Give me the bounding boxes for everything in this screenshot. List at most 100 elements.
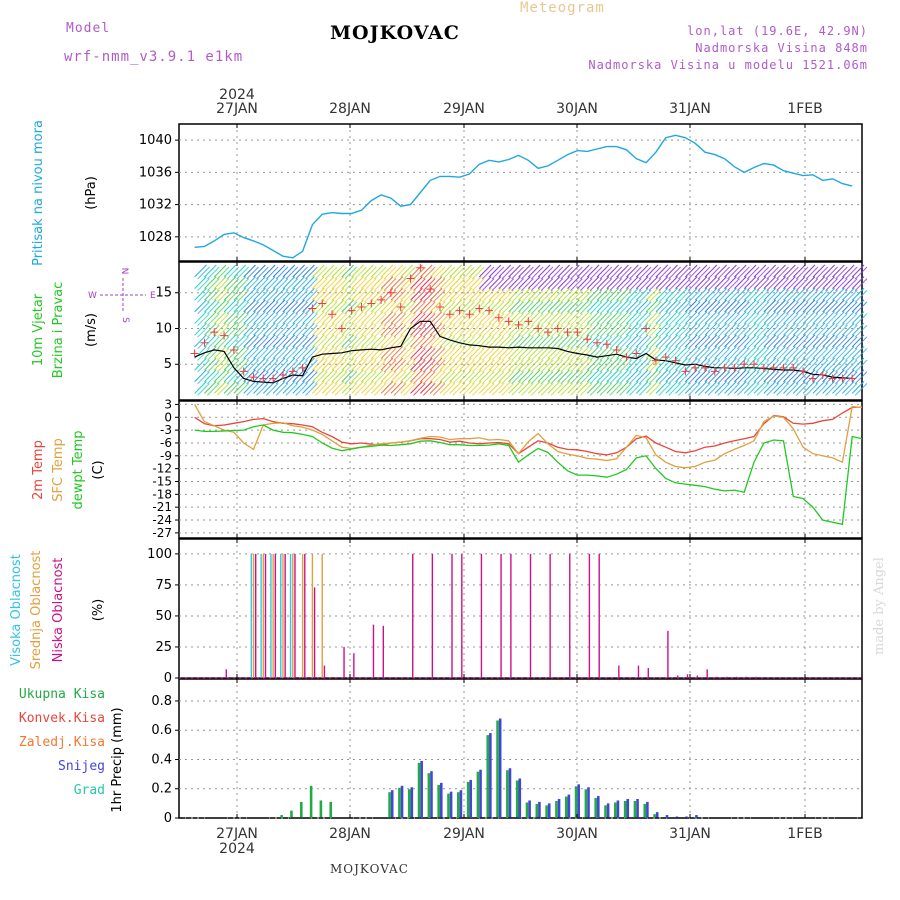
wind-barb [802, 334, 816, 348]
wind-barb [432, 371, 446, 385]
wind-barb [302, 369, 315, 383]
wind-gust-marker [789, 363, 798, 372]
wind-barb [812, 357, 826, 371]
wind-barb [658, 383, 672, 396]
wind-barb [756, 289, 770, 303]
wind-barb [570, 278, 583, 291]
wind-barb [488, 369, 502, 383]
wind-barb [197, 371, 210, 385]
wind-barb [292, 311, 305, 324]
wind-barb [580, 266, 593, 280]
wind-barb [400, 369, 413, 383]
wind-barb [756, 383, 770, 396]
wind-barb [550, 348, 564, 361]
wind-barb [315, 359, 328, 373]
wind-barb [697, 301, 711, 315]
wind-barb [596, 276, 610, 289]
wind-barb [550, 313, 564, 326]
y-tick-label: -15 [152, 474, 172, 488]
wind-barb [422, 359, 436, 373]
wind-barb [518, 334, 531, 348]
wind-barb [295, 313, 308, 326]
wind-barb [577, 264, 590, 278]
wind-barb [557, 381, 570, 394]
wind-barb [792, 322, 806, 336]
wind-barb [596, 264, 610, 278]
wind-barb [361, 346, 374, 359]
wind-gust-marker [681, 367, 690, 376]
wind-barb [854, 348, 868, 361]
wind-barb [321, 299, 335, 313]
wind-barb [845, 348, 858, 361]
precip-rain-bar [653, 814, 656, 818]
wind-barb [393, 348, 407, 361]
wind-barb [717, 336, 730, 350]
wind-barb [400, 346, 413, 359]
wind-barb [835, 336, 848, 350]
wind-barb [204, 322, 217, 336]
wind-barb [550, 278, 564, 291]
precip-rain-bar [299, 801, 303, 818]
wind-barb [334, 336, 348, 350]
wind-barb [832, 381, 845, 394]
wind-barb [665, 381, 678, 394]
wind-barb [432, 383, 446, 396]
wind-barb [786, 266, 799, 280]
wind-barb [599, 289, 613, 303]
wind-barb [550, 301, 564, 315]
wind-barb [478, 276, 492, 289]
wind-barb [419, 264, 433, 278]
wind-barb [216, 324, 230, 338]
wind-barb [734, 264, 747, 278]
wind-barb [302, 322, 315, 336]
wind-barb [439, 299, 453, 313]
wind-barb [256, 336, 269, 350]
ylabel-temp-unit: (C) [91, 460, 106, 479]
wind-barb [704, 381, 718, 394]
wind-barb [488, 287, 502, 301]
precip-rain-bar [574, 786, 578, 818]
wind-barb [842, 357, 855, 371]
wind-barb [302, 264, 315, 278]
wind-barb [442, 336, 456, 350]
wind-barb [429, 322, 443, 336]
x-bottom-tick-label: 29JAN [443, 826, 485, 842]
wind-barb [197, 301, 210, 315]
wind-barb [364, 278, 377, 291]
y-tick-label: 1040 [139, 133, 172, 148]
precip-rain-bar [457, 792, 460, 818]
wind-barb [842, 287, 855, 301]
wind-barb [256, 301, 269, 315]
wind-barb [540, 324, 554, 338]
wind-barb [645, 334, 659, 348]
wind-barb [638, 266, 652, 280]
wind-barb [295, 383, 308, 396]
wind-barb [351, 381, 364, 394]
wind-barb [285, 336, 299, 350]
wind-barb [403, 336, 416, 350]
wind-barb [717, 278, 730, 291]
wind-barb [704, 334, 718, 348]
wind-barb [508, 334, 521, 348]
wind-barb [334, 289, 348, 303]
wind-barb [265, 278, 279, 291]
wind-barb [635, 346, 649, 359]
wind-barb [518, 287, 531, 301]
wind-barb [213, 287, 227, 301]
wind-gust-marker [504, 317, 513, 326]
wind-barb [253, 346, 266, 359]
wind-barb [243, 287, 256, 301]
wind-barb [694, 287, 708, 301]
wind-barb [452, 301, 465, 315]
wind-barb [675, 287, 688, 301]
sfc-temp-line [194, 404, 863, 469]
y-tick-label: 0 [164, 671, 172, 686]
wind-barb [638, 324, 652, 338]
wind-barb [753, 381, 767, 394]
wind-barb [351, 346, 364, 359]
wind-barb [655, 287, 669, 301]
wind-barb [589, 301, 603, 315]
wind-barb [364, 266, 377, 280]
wind-barb [521, 371, 534, 385]
wind-barb [727, 371, 740, 385]
